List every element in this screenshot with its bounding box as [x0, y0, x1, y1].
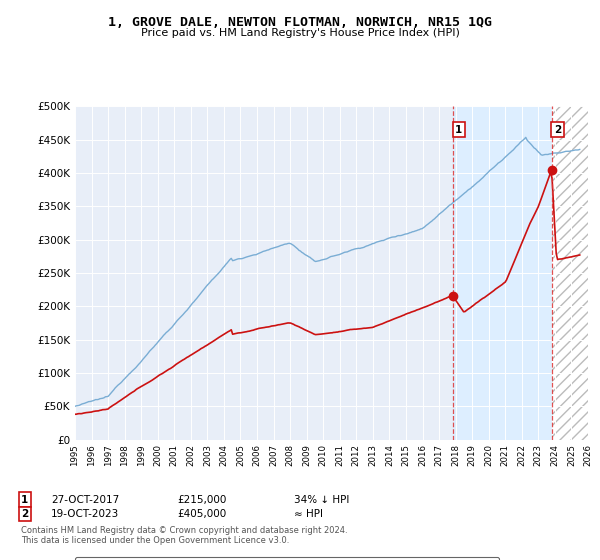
Text: 19-OCT-2023: 19-OCT-2023	[51, 509, 119, 519]
Text: 2: 2	[554, 125, 562, 135]
Text: Contains HM Land Registry data © Crown copyright and database right 2024.: Contains HM Land Registry data © Crown c…	[21, 526, 347, 535]
Text: 1: 1	[21, 494, 28, 505]
Text: 27-OCT-2017: 27-OCT-2017	[51, 494, 119, 505]
Text: 34% ↓ HPI: 34% ↓ HPI	[294, 494, 349, 505]
Text: 1: 1	[455, 125, 463, 135]
Bar	[551, 106, 588, 440]
Text: 2: 2	[21, 509, 28, 519]
Text: 1, GROVE DALE, NEWTON FLOTMAN, NORWICH, NR15 1QG: 1, GROVE DALE, NEWTON FLOTMAN, NORWICH, …	[108, 16, 492, 29]
Text: £215,000: £215,000	[177, 494, 226, 505]
Bar	[452, 106, 551, 440]
Bar	[551, 106, 588, 440]
Text: ≈ HPI: ≈ HPI	[294, 509, 323, 519]
Text: Price paid vs. HM Land Registry's House Price Index (HPI): Price paid vs. HM Land Registry's House …	[140, 28, 460, 38]
Legend: 1, GROVE DALE, NEWTON FLOTMAN, NORWICH, NR15 1QG (detached house), HPI: Average : 1, GROVE DALE, NEWTON FLOTMAN, NORWICH, …	[75, 557, 499, 560]
Text: This data is licensed under the Open Government Licence v3.0.: This data is licensed under the Open Gov…	[21, 536, 289, 545]
Text: £405,000: £405,000	[177, 509, 226, 519]
